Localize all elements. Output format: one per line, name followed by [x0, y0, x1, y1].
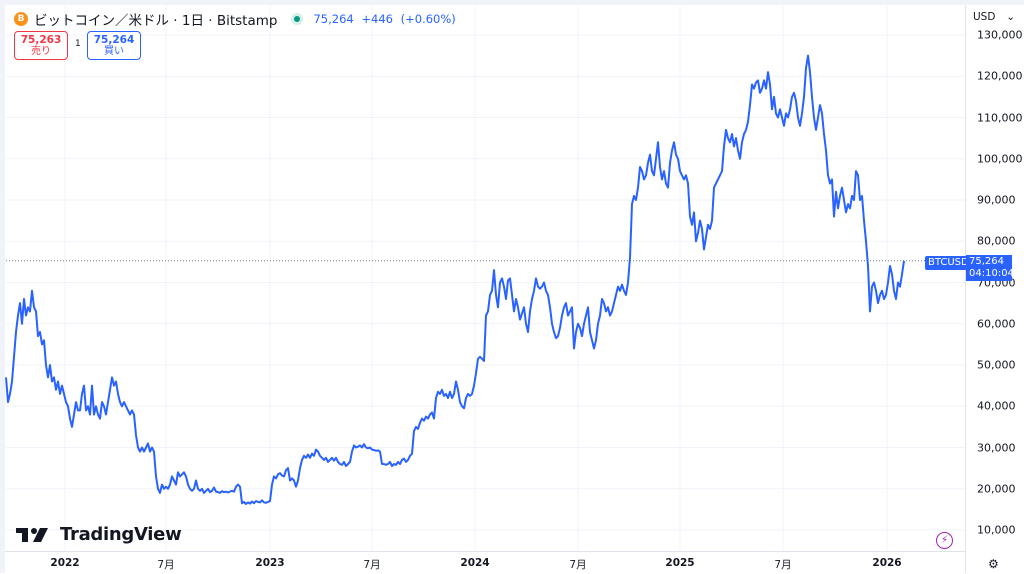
price-axis-tick: 130,000 — [977, 28, 1023, 42]
currency-label: USD — [973, 11, 996, 23]
price-line-series — [5, 54, 905, 505]
price-axis[interactable] — [965, 5, 1024, 573]
lightning-icon[interactable]: ⚡ — [936, 532, 953, 549]
time-axis-tick: 7月 — [774, 559, 792, 571]
symbol-title[interactable]: ビットコイン／米ドル · 1日 · Bitstamp — [34, 13, 278, 29]
chart-header: B ビットコイン／米ドル · 1日 · Bitstamp 75,264 +446… — [14, 9, 460, 29]
price-axis-tick: 80,000 — [977, 234, 1016, 248]
sell-label: 売り — [31, 45, 51, 57]
buy-button[interactable]: 75,264 買い — [87, 31, 141, 60]
tradingview-logo[interactable]: TradingView — [16, 524, 182, 545]
time-axis[interactable] — [5, 551, 965, 574]
time-axis-tick: 2025 — [665, 557, 695, 569]
buy-price: 75,264 — [93, 33, 135, 46]
top-border — [0, 0, 1024, 5]
time-axis-tick: 7月 — [157, 559, 175, 571]
sell-button[interactable]: 75,263 売り — [14, 31, 68, 60]
tradingview-mark-icon — [16, 527, 48, 542]
time-axis-tick: 2023 — [255, 557, 285, 569]
spread-value: 1 — [75, 39, 81, 49]
price-axis-tick: 60,000 — [977, 317, 1016, 331]
bitcoin-icon: B — [14, 12, 28, 26]
price-axis-tick: 50,000 — [977, 358, 1016, 372]
sell-price: 75,263 — [20, 33, 62, 46]
price-axis-tick: 100,000 — [977, 152, 1023, 166]
settings-icon[interactable]: ⚙ — [988, 557, 999, 571]
currency-selector[interactable]: USD ⌄ — [970, 9, 1018, 25]
price-change: +446 — [361, 12, 393, 26]
market-open-status-icon — [291, 13, 304, 25]
buy-label: 買い — [104, 45, 124, 57]
price-axis-tick: 10,000 — [977, 523, 1016, 537]
last-price-tag-value: 75,264 — [969, 256, 1004, 267]
price-change-percent: (+0.60%) — [400, 12, 456, 26]
time-axis-tick: 2026 — [872, 557, 902, 569]
price-axis-tick: 120,000 — [977, 69, 1023, 83]
price-axis-tick: 110,000 — [977, 111, 1023, 124]
price-axis-tick: 90,000 — [977, 193, 1016, 207]
chevron-down-icon: ⌄ — [1006, 11, 1015, 23]
price-axis-tick: 20,000 — [977, 482, 1016, 496]
symbol-price-tag: BTCUSD — [925, 256, 972, 270]
time-axis-tick: 7月 — [363, 559, 381, 571]
time-axis-tick: 2024 — [460, 557, 490, 569]
bar-countdown: 04:10:04 — [969, 268, 1014, 279]
time-axis-tick: 2022 — [50, 557, 80, 569]
last-price: 75,264 — [313, 12, 354, 26]
vertical-gridlines — [64, 6, 888, 551]
left-border — [0, 0, 5, 573]
time-axis-tick: 7月 — [569, 559, 587, 571]
price-axis-tick: 40,000 — [977, 399, 1016, 413]
logo-text: TradingView — [60, 524, 182, 545]
price-axis-tick: 30,000 — [977, 441, 1016, 454]
last-price-tag: 75,264 04:10:04 — [966, 255, 1014, 281]
quote-summary: 75,264 +446 (+0.60%) — [313, 12, 459, 26]
